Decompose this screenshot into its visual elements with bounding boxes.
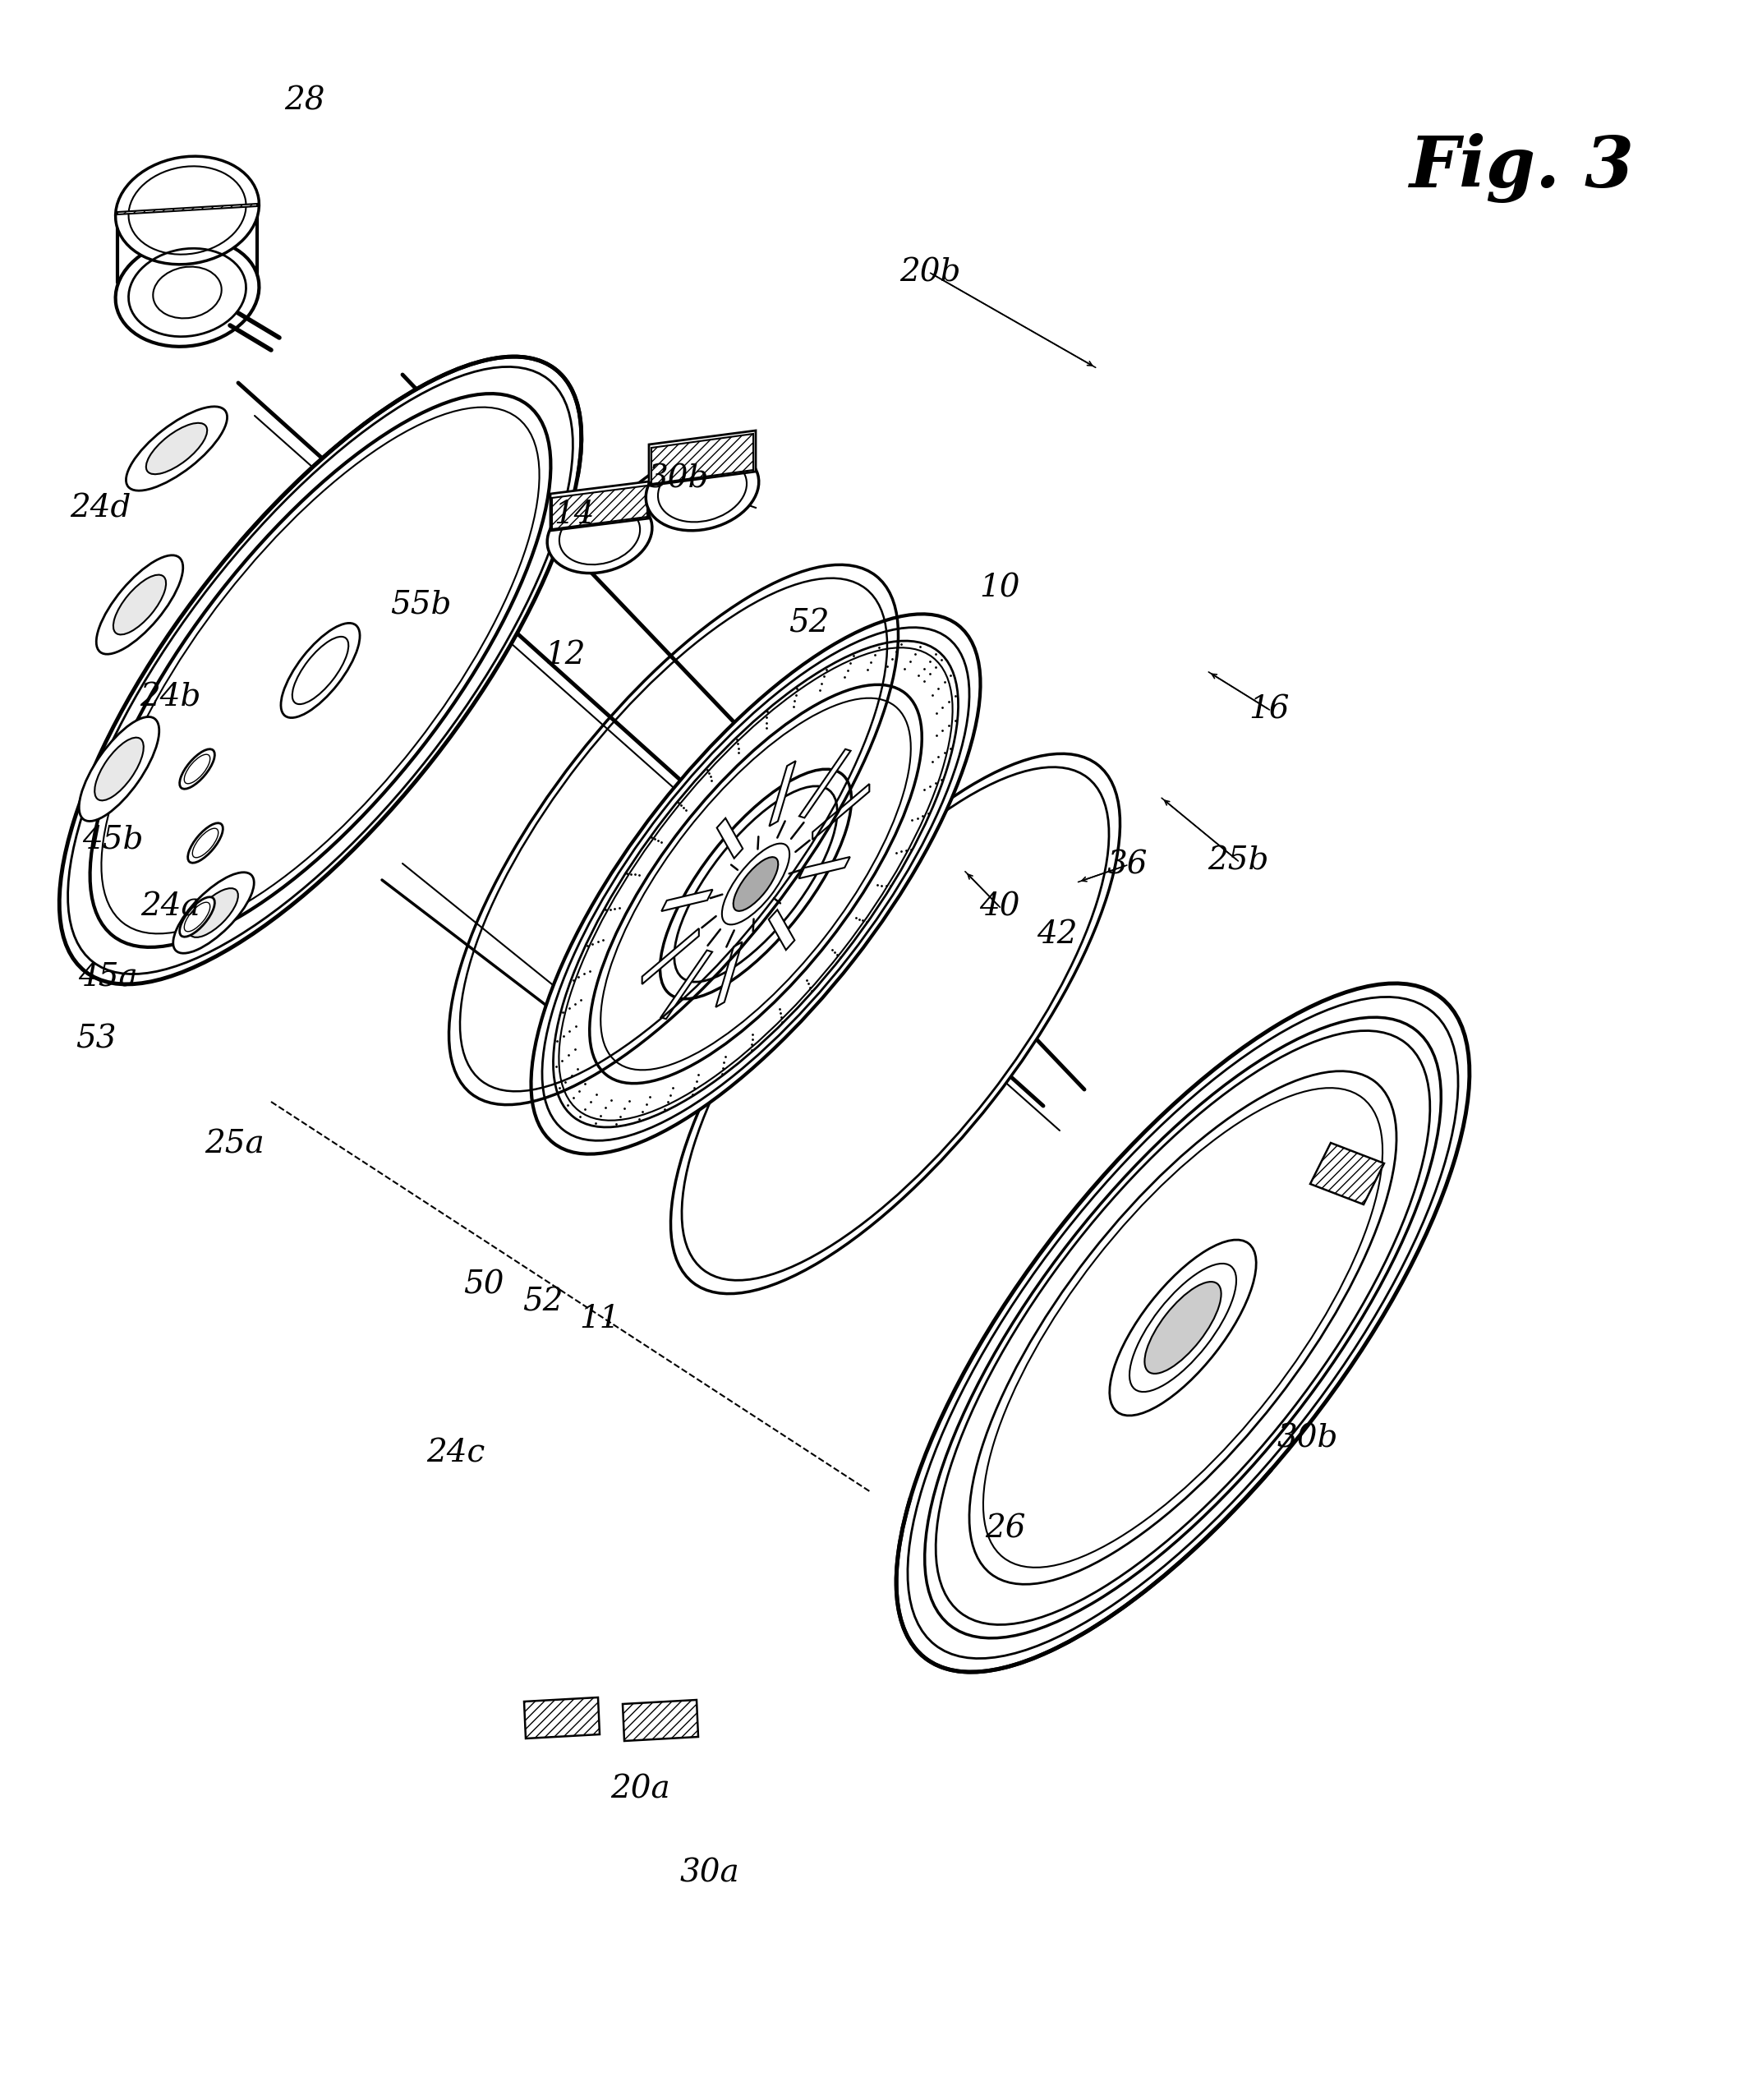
Ellipse shape: [190, 888, 238, 937]
Ellipse shape: [115, 155, 259, 265]
Ellipse shape: [530, 613, 981, 1155]
Text: 24c: 24c: [426, 1438, 485, 1468]
Polygon shape: [769, 760, 796, 825]
Ellipse shape: [282, 624, 360, 718]
Ellipse shape: [59, 357, 581, 985]
Ellipse shape: [896, 983, 1469, 1672]
Text: 16: 16: [1249, 695, 1290, 724]
Polygon shape: [800, 750, 850, 817]
Ellipse shape: [661, 769, 852, 1000]
Ellipse shape: [90, 393, 551, 947]
Text: 52: 52: [788, 609, 830, 638]
Ellipse shape: [548, 496, 652, 573]
Polygon shape: [812, 783, 870, 840]
Text: 36: 36: [1106, 850, 1148, 880]
Text: 20b: 20b: [899, 258, 962, 288]
Polygon shape: [716, 943, 743, 1008]
Polygon shape: [642, 928, 699, 985]
Ellipse shape: [113, 575, 165, 634]
Polygon shape: [523, 1697, 600, 1739]
Ellipse shape: [675, 785, 836, 983]
Text: 20a: 20a: [610, 1774, 670, 1804]
Text: 14: 14: [553, 500, 595, 529]
Ellipse shape: [78, 716, 160, 821]
Text: 12: 12: [544, 640, 586, 670]
Ellipse shape: [969, 1071, 1396, 1583]
Text: 30b: 30b: [1276, 1424, 1339, 1453]
Text: 26: 26: [984, 1514, 1026, 1544]
Polygon shape: [661, 890, 713, 911]
Ellipse shape: [188, 823, 223, 863]
Ellipse shape: [925, 1016, 1442, 1638]
Ellipse shape: [645, 449, 758, 531]
Ellipse shape: [1130, 1264, 1236, 1392]
Ellipse shape: [671, 754, 1120, 1294]
Polygon shape: [769, 909, 795, 949]
Ellipse shape: [115, 239, 259, 346]
Polygon shape: [551, 485, 647, 529]
Text: 11: 11: [579, 1304, 621, 1334]
Text: 25b: 25b: [1207, 846, 1269, 876]
Ellipse shape: [125, 407, 228, 491]
Text: 55b: 55b: [390, 590, 452, 620]
Text: 10: 10: [979, 573, 1021, 603]
Text: 24a: 24a: [141, 892, 200, 922]
Text: 45a: 45a: [78, 962, 137, 991]
Ellipse shape: [590, 685, 922, 1084]
Text: 45b: 45b: [82, 825, 144, 855]
Text: 40: 40: [979, 892, 1021, 922]
Ellipse shape: [146, 422, 207, 475]
Polygon shape: [649, 430, 756, 485]
Polygon shape: [661, 951, 713, 1018]
Text: 30b: 30b: [647, 464, 710, 493]
Ellipse shape: [96, 554, 183, 655]
Ellipse shape: [722, 844, 790, 924]
Ellipse shape: [734, 857, 777, 911]
Text: 50: 50: [463, 1270, 504, 1300]
Text: 30a: 30a: [680, 1858, 739, 1888]
Text: 25a: 25a: [205, 1130, 264, 1159]
Ellipse shape: [179, 897, 214, 937]
Text: 53: 53: [75, 1025, 117, 1054]
Polygon shape: [623, 1699, 699, 1741]
Polygon shape: [550, 481, 649, 531]
Ellipse shape: [1144, 1281, 1221, 1373]
Polygon shape: [1309, 1142, 1384, 1205]
Text: 24b: 24b: [139, 682, 202, 712]
Text: Fig. 3: Fig. 3: [1409, 132, 1635, 204]
Polygon shape: [716, 819, 743, 859]
Ellipse shape: [174, 872, 254, 953]
Text: 28: 28: [283, 86, 325, 116]
Text: 52: 52: [522, 1287, 563, 1317]
Ellipse shape: [179, 750, 214, 790]
Text: 24d: 24d: [70, 493, 132, 523]
Polygon shape: [652, 435, 753, 483]
Ellipse shape: [553, 640, 958, 1128]
Ellipse shape: [1109, 1239, 1256, 1415]
Polygon shape: [798, 857, 850, 878]
Text: 42: 42: [1036, 920, 1078, 949]
Ellipse shape: [94, 737, 144, 800]
Polygon shape: [118, 204, 257, 214]
